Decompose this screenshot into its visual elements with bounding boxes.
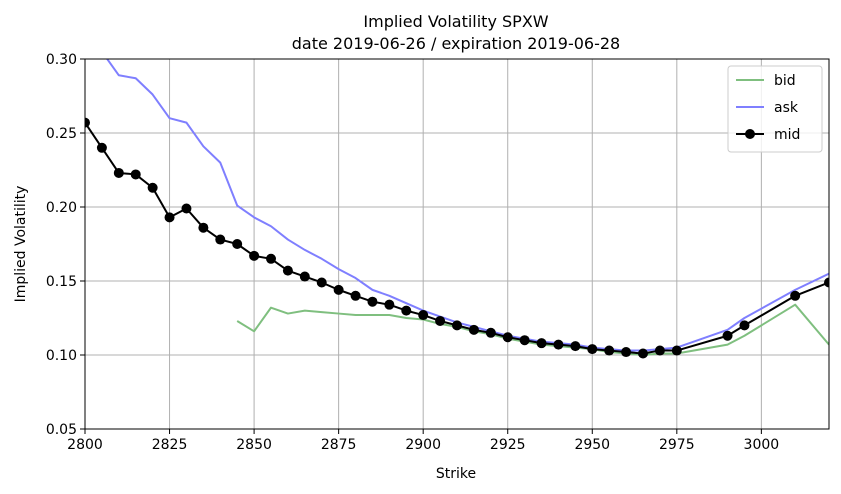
data-point-mid [96,142,107,153]
plot-area [85,59,829,359]
y-tick-label: 0.30 [46,52,77,68]
x-tick-label: 2825 [152,437,188,453]
series-line-ask [105,59,829,352]
data-point-mid [435,315,446,326]
data-point-mid [316,277,327,288]
series-line-bid [236,303,829,356]
y-tick-label: 0.05 [46,422,77,438]
data-point-mid [181,203,192,214]
data-point-mid [164,212,175,223]
data-point-mid [299,271,310,282]
data-point-mid [553,339,564,350]
series-line-mid [85,122,829,355]
data-point-mid [722,330,733,341]
x-tick-label: 2925 [490,437,526,453]
y-tick-label: 0.10 [46,348,77,364]
chart-title: Implied Volatility SPXW [363,12,548,31]
x-tick-label: 2850 [236,437,272,453]
legend-marker [745,129,755,139]
data-point-mid [85,117,90,128]
series-bid [236,303,829,356]
y-tick-label: 0.25 [46,126,77,142]
data-point-mid [587,344,598,355]
data-point-mid [485,327,496,338]
data-point-mid [621,347,632,358]
data-point-mid [824,277,829,288]
data-point-mid [198,222,209,233]
data-point-mid [638,348,648,359]
y-axis-label: Implied Volatility [13,186,29,303]
data-point-mid [671,345,682,356]
data-point-mid [130,169,141,180]
data-point-mid [232,239,243,249]
data-point-mid [350,290,361,301]
data-point-mid [468,324,479,335]
data-point-mid [266,253,276,264]
legend-label: bid [774,73,796,89]
y-tick-label: 0.15 [46,274,77,290]
series-mid [85,117,829,359]
data-point-mid [790,290,801,301]
data-point-mid [282,265,293,276]
series-ask [105,59,829,352]
data-point-mid [249,250,260,261]
axes-frame [84,58,830,430]
y-tick-label: 0.20 [46,200,77,216]
legend-item-ask: ask [736,100,799,116]
data-point-mid [113,167,124,178]
x-tick-label: 3000 [744,437,780,453]
x-axis-label: Strike [436,466,476,482]
data-point-mid [739,320,750,331]
data-point-mid [604,345,615,356]
grid-lines [84,58,829,430]
chart-subtitle: date 2019-06-26 / expiration 2019-06-28 [292,34,620,53]
data-point-mid [519,335,530,346]
y-axis: 0.05 0.10 0.15 0.20 0.25 0.30 [46,52,85,438]
legend-label: mid [774,127,800,143]
data-point-mid [536,338,547,349]
data-point-mid [418,310,429,321]
x-tick-label: 2975 [659,437,695,453]
data-point-mid [147,182,158,193]
x-tick-label: 2875 [321,437,357,453]
data-point-mid [215,234,226,245]
data-point-mid [570,341,581,352]
x-axis: 2800 2825 2850 2875 2900 2925 2950 2975 3000 [67,429,779,453]
data-point-mid [502,332,513,343]
x-tick-label: 2950 [574,437,610,453]
legend-item-mid: mid [736,127,800,143]
legend: bid ask mid [727,65,823,153]
x-tick-label: 2800 [67,437,103,453]
legend-label: ask [774,100,799,116]
data-point-mid [401,305,412,316]
x-tick-label: 2900 [405,437,441,453]
legend-item-bid: bid [736,73,796,89]
data-point-mid [452,320,462,331]
data-point-mid [384,299,395,310]
data-point-mid [654,345,665,356]
data-point-mid [367,296,378,307]
data-point-mid [333,284,344,295]
